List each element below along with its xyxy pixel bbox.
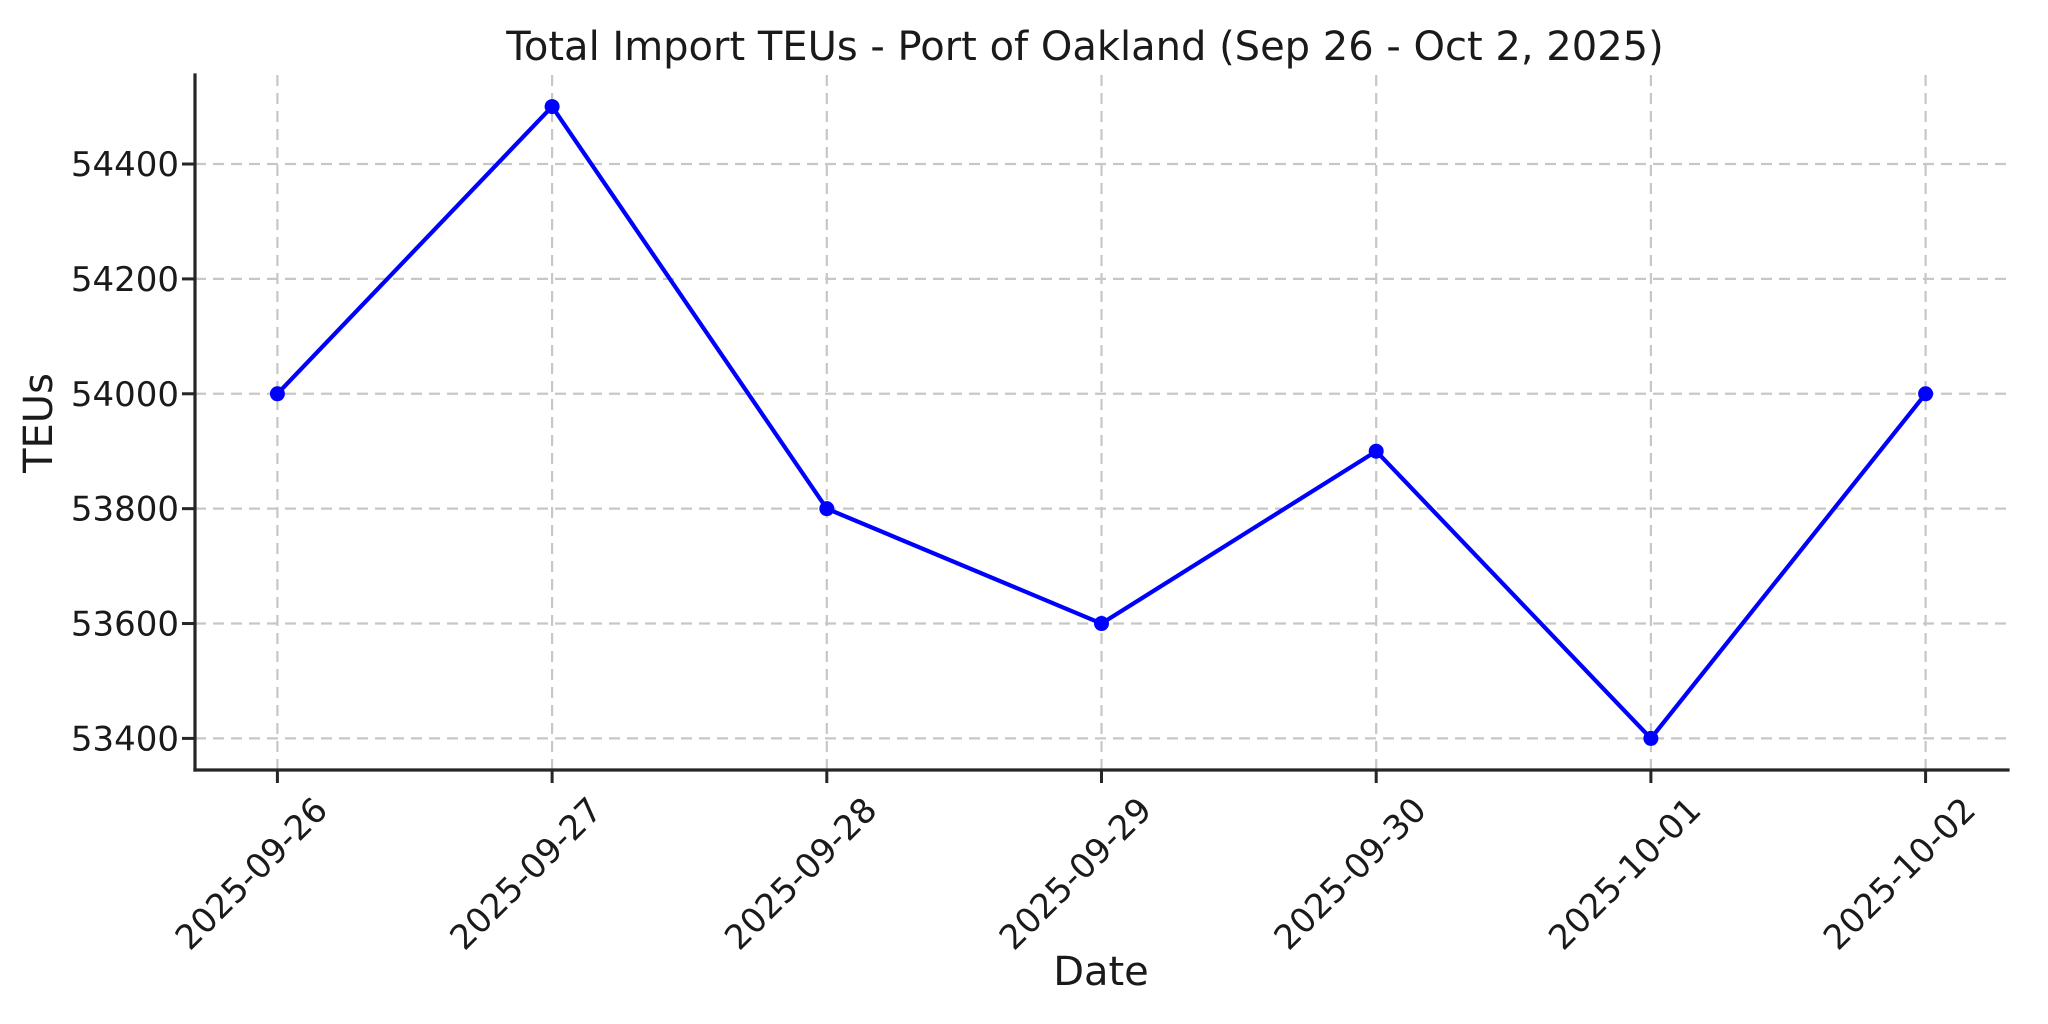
grid-layer bbox=[195, 75, 2008, 770]
axes-layer bbox=[182, 73, 2010, 783]
y-axis-label: TEUs bbox=[16, 373, 62, 474]
x-tick-label: 2025-10-02 bbox=[1816, 790, 1984, 958]
x-tick-label: 2025-09-27 bbox=[442, 790, 610, 958]
y-tick-label: 53400 bbox=[71, 719, 179, 759]
data-point-marker bbox=[1368, 443, 1384, 459]
x-tick-label: 2025-09-26 bbox=[168, 790, 336, 958]
y-tick-label: 54400 bbox=[71, 145, 179, 185]
x-tick-label: 2025-10-01 bbox=[1541, 790, 1709, 958]
x-tick-label: 2025-09-28 bbox=[717, 790, 885, 958]
data-point-marker bbox=[1643, 730, 1659, 746]
y-tick-label: 53800 bbox=[71, 490, 179, 530]
y-tick-label: 53600 bbox=[71, 605, 179, 645]
data-point-marker bbox=[819, 501, 835, 517]
y-tick-label: 54200 bbox=[71, 260, 179, 300]
x-tick-label: 2025-09-30 bbox=[1267, 790, 1435, 958]
data-point-marker bbox=[544, 99, 560, 115]
x-axis-label: Date bbox=[1053, 949, 1149, 995]
chart-title: Total Import TEUs - Port of Oakland (Sep… bbox=[505, 24, 1663, 70]
data-point-marker bbox=[269, 386, 285, 402]
y-tick-label: 54000 bbox=[71, 375, 179, 415]
tick-label-layer: 53400 53600 53800 54000 54200 54400 2025-09-26… bbox=[71, 145, 1984, 958]
data-point-marker bbox=[1094, 616, 1109, 632]
x-tick-label: 2025-09-29 bbox=[992, 790, 1160, 958]
data-point-marker bbox=[1918, 386, 1934, 402]
series-layer bbox=[269, 99, 1934, 746]
